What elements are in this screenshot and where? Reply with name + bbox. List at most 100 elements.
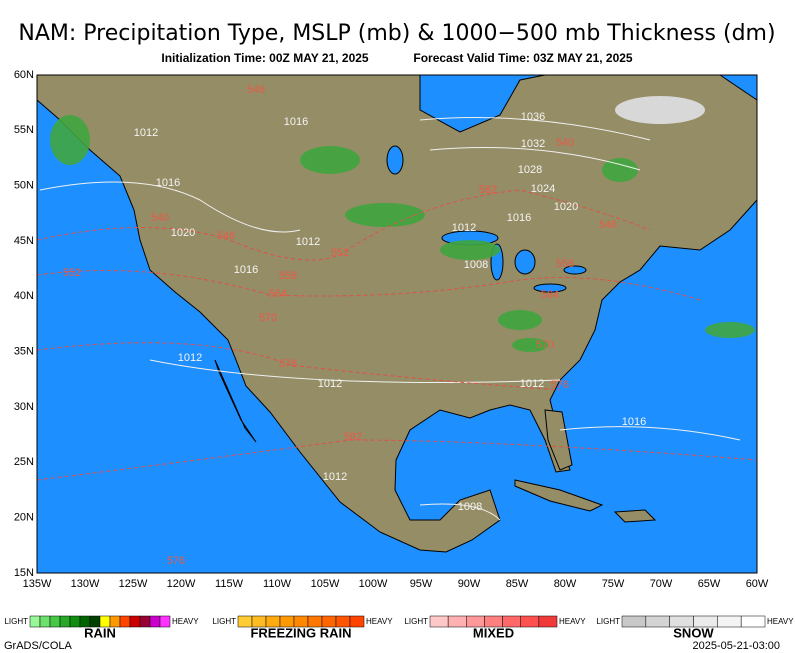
legend-swatch bbox=[159, 615, 171, 628]
thickness-label: 552 bbox=[331, 247, 349, 259]
legend-name: RAIN bbox=[84, 625, 116, 640]
legend-swatch bbox=[69, 615, 81, 628]
lon-label: 105W bbox=[311, 578, 340, 590]
thickness-label: 570 bbox=[259, 312, 277, 324]
thickness-lines bbox=[36, 189, 758, 481]
isobar-label: 1016 bbox=[622, 416, 646, 428]
legend-swatch bbox=[717, 615, 742, 628]
lon-label: 115W bbox=[215, 578, 244, 590]
legend-high: HEAVY bbox=[366, 617, 393, 626]
legend-high: HEAVY bbox=[559, 617, 586, 626]
thickness-label: 564 bbox=[269, 288, 287, 300]
thickness-label: 564 bbox=[541, 289, 559, 301]
lat-label: 15N bbox=[14, 567, 34, 579]
legend-low: LIGHT bbox=[4, 617, 28, 626]
lon-label: 135W bbox=[23, 578, 52, 590]
lat-label: 55N bbox=[14, 124, 34, 136]
isobar-label: 1016 bbox=[284, 116, 308, 128]
isobar-label: 1036 bbox=[521, 111, 545, 123]
thickness-label: 546 bbox=[217, 230, 235, 242]
legend-swatch bbox=[49, 615, 61, 628]
thickness-label: 582 bbox=[344, 431, 362, 443]
isobar-label: 1012 bbox=[178, 352, 202, 364]
isobar-label: 1008 bbox=[464, 259, 488, 271]
lon-label: 120W bbox=[167, 578, 196, 590]
thickness-label: 582 bbox=[479, 184, 497, 196]
lake-winnipeg bbox=[386, 145, 404, 175]
isobar-label: 1020 bbox=[554, 201, 578, 213]
isobar-label: 1012 bbox=[323, 471, 347, 483]
legend-low: LIGHT bbox=[212, 617, 236, 626]
isobar-label: 1012 bbox=[318, 378, 342, 390]
lake-huron bbox=[514, 249, 536, 275]
isobar-label: 1032 bbox=[521, 138, 545, 150]
lon-label: 110W bbox=[263, 578, 292, 590]
thickness-label: 576 bbox=[551, 379, 569, 391]
footer-timestamp: 2025-05-21-03:00 bbox=[693, 640, 780, 652]
legend-swatch bbox=[29, 615, 41, 628]
legend-swatch bbox=[59, 615, 71, 628]
legend-swatch bbox=[621, 615, 647, 628]
lat-label: 60N bbox=[14, 69, 34, 81]
isobar-label: 1012 bbox=[452, 222, 476, 234]
isobars bbox=[39, 117, 741, 521]
isobar-label: 1028 bbox=[518, 164, 542, 176]
isobar-label: 1012 bbox=[520, 378, 544, 390]
legend-swatch bbox=[349, 615, 365, 628]
lon-label: 85W bbox=[506, 578, 529, 590]
lake-erie bbox=[533, 283, 567, 293]
lon-label: 130W bbox=[71, 578, 100, 590]
legend-swatch bbox=[645, 615, 670, 628]
florida bbox=[544, 409, 573, 471]
lon-label: 125W bbox=[119, 578, 148, 590]
map-frame bbox=[36, 74, 758, 574]
lon-label: 95W bbox=[410, 578, 433, 590]
valid-time: Forecast Valid Time: 03Z MAY 21, 2025 bbox=[413, 51, 633, 65]
thickness-label: 558 bbox=[279, 270, 297, 282]
lat-label: 30N bbox=[14, 401, 34, 413]
isobar-label: 1016 bbox=[156, 177, 180, 189]
legend-name: SNOW bbox=[673, 625, 714, 640]
legend-swatch bbox=[39, 615, 51, 628]
isobar-label: 1020 bbox=[171, 227, 195, 239]
init-time: Initialization Time: 00Z MAY 21, 2025 bbox=[161, 51, 369, 65]
isobar-label: 1016 bbox=[234, 264, 258, 276]
legend-swatch bbox=[429, 615, 449, 628]
legend-swatch bbox=[520, 615, 540, 628]
legend-name: FREEZING RAIN bbox=[250, 625, 351, 640]
isobar-label: 1012 bbox=[296, 236, 320, 248]
isobar-label: 1012 bbox=[134, 127, 158, 139]
map bbox=[36, 74, 758, 574]
isobar-label: 1024 bbox=[531, 183, 555, 195]
thickness-label: 546 bbox=[247, 84, 265, 96]
lat-label: 45N bbox=[14, 235, 34, 247]
thickness-label: 546 bbox=[599, 219, 617, 231]
isobar-label: 1008 bbox=[458, 501, 482, 513]
lon-label: 100W bbox=[359, 578, 388, 590]
legend-low: LIGHT bbox=[596, 617, 620, 626]
thickness-label: 570 bbox=[536, 339, 554, 351]
lat-label: 25N bbox=[14, 456, 34, 468]
lake-ontario bbox=[563, 265, 587, 275]
legend-swatch bbox=[538, 615, 558, 628]
hispaniola bbox=[613, 509, 657, 523]
legend-name: MIXED bbox=[473, 625, 514, 640]
legend-swatch bbox=[139, 615, 151, 628]
baja bbox=[214, 359, 257, 443]
lat-label: 40N bbox=[14, 290, 34, 302]
isobar-label: 1016 bbox=[507, 212, 531, 224]
precip-snow bbox=[615, 96, 705, 124]
legend-high: HEAVY bbox=[172, 617, 199, 626]
lon-label: 60W bbox=[746, 578, 769, 590]
legend-swatch bbox=[119, 615, 131, 628]
title: NAM: Precipitation Type, MSLP (mb) & 100… bbox=[18, 21, 775, 46]
legend-swatch bbox=[149, 615, 161, 628]
thickness-label: 540 bbox=[151, 212, 169, 224]
legend-high: HEAVY bbox=[767, 617, 794, 626]
legend-low: LIGHT bbox=[404, 617, 428, 626]
legend-swatch bbox=[447, 615, 467, 628]
lon-label: 75W bbox=[602, 578, 625, 590]
legend-swatch bbox=[740, 615, 766, 628]
